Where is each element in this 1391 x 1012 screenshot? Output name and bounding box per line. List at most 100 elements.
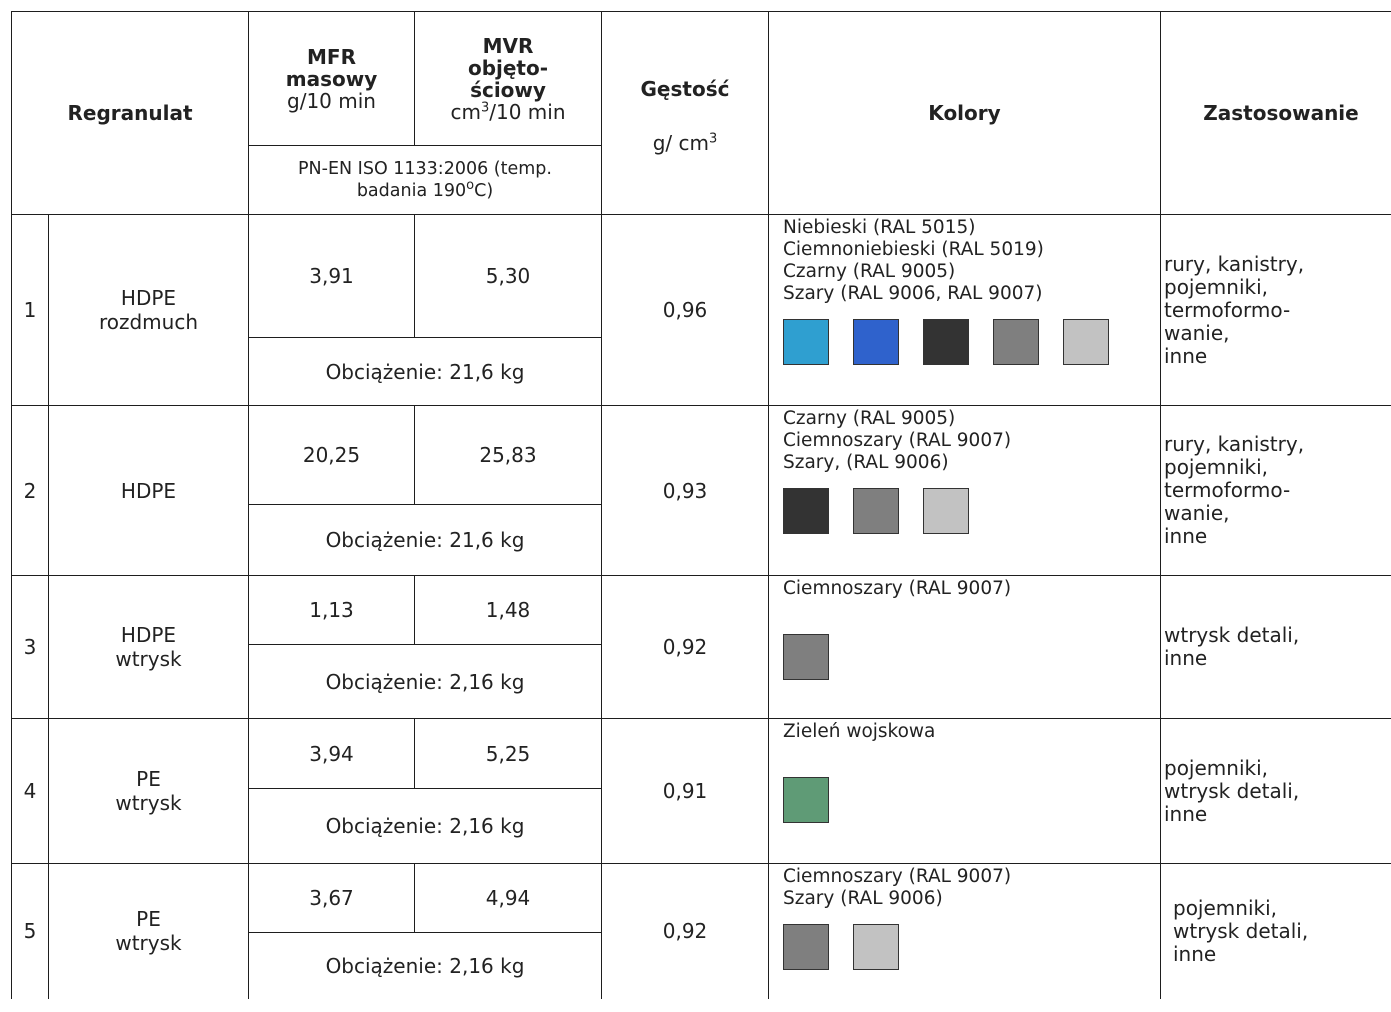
regranulat-name: HDPE wtrysk xyxy=(48,575,249,719)
usage-line: pojemniki, xyxy=(1164,274,1269,299)
color-swatch xyxy=(923,319,969,365)
regranulat-name-line-1: PE xyxy=(136,767,161,791)
usage-line: termoformo- xyxy=(1164,297,1291,322)
colors-cell: Niebieski (RAL 5015) Ciemnoniebieski (RAL… xyxy=(768,214,1161,406)
header-colors-label: Kolory xyxy=(928,101,1001,125)
color-name: Szary (RAL 9006, RAL 9007) xyxy=(783,283,1043,304)
load-value: Obciążenie: 21,6 kg xyxy=(248,337,602,406)
colors-cell: Ciemnoszary (RAL 9007) xyxy=(768,575,1161,719)
usage-cell: rury, kanistry, pojemniki, termoformo-wani… xyxy=(1160,214,1391,406)
header-row-top: Regranulat MFR masowy g/10 min MVR objęt… xyxy=(11,11,1391,215)
mvr-value: 5,30 xyxy=(414,214,602,338)
color-name: Zieleń wojskowa xyxy=(783,721,936,742)
usage-line: pojemniki, xyxy=(1173,895,1278,920)
standard-line-2-text: badania 190 xyxy=(356,181,467,201)
color-swatch xyxy=(853,924,899,970)
table-row: 2 HDPE 20,25 25,83 0,93 Czarny (RAL 9005) Ciem… xyxy=(11,405,1391,576)
regranulat-name-line-2: wtrysk xyxy=(115,647,182,671)
load-value: Obciążenie: 2,16 kg xyxy=(248,932,602,999)
standard-line-2-end: C) xyxy=(474,181,494,201)
row-number: 1 xyxy=(11,214,49,406)
header-mfr-unit: g/10 min xyxy=(287,88,376,113)
table-row-load: Obciążenie: 2,16 kg xyxy=(12,932,1391,999)
row-number: 3 xyxy=(11,575,49,719)
color-name: Ciemnoszary (RAL 9007) xyxy=(783,866,1012,887)
header-mfr-title-1: MFR xyxy=(307,44,356,69)
density-unit-sup: 3 xyxy=(709,131,718,147)
standard-line-1: PN-EN ISO 1133:2006 (temp. xyxy=(298,159,552,179)
row-number: 5 xyxy=(11,863,49,999)
color-name: Ciemnoniebieski (RAL 5019) xyxy=(783,239,1044,260)
header-mvr: MVR objęto- ściowy cm3/10 min xyxy=(414,11,602,146)
header-mfr-title-2: masowy xyxy=(285,66,378,91)
color-swatch xyxy=(783,634,829,680)
regranulat-name: PE wtrysk xyxy=(48,718,249,864)
header-mvr-title-1: MVR xyxy=(482,33,534,58)
standard-sup: o xyxy=(466,178,475,194)
color-name: Szary (RAL 9006) xyxy=(783,888,943,909)
header-mvr-title-2: objęto- xyxy=(467,55,549,80)
table-row: 5 PE wtrysk 3,67 4,94 0,92 Ciemnoszary (RAL 90… xyxy=(11,863,1391,999)
density-value: 0,91 xyxy=(601,718,769,864)
usage-line: wtrysk detali, xyxy=(1164,623,1300,647)
regranulat-name-line-1: HDPE xyxy=(120,478,177,503)
density-value: 0,92 xyxy=(601,863,769,999)
color-swatches xyxy=(783,488,1160,534)
color-swatch xyxy=(993,319,1039,365)
header-density: Gęstość g/ cm3 xyxy=(601,11,769,215)
color-name: Szary, (RAL 9006) xyxy=(783,452,949,473)
color-swatch xyxy=(783,777,829,823)
usage-line: rury, kanistry, xyxy=(1164,251,1305,276)
mvr-unit-prefix: cm xyxy=(450,99,481,124)
usage-line: inne xyxy=(1164,646,1208,670)
color-swatch xyxy=(783,924,829,970)
regranulat-name-line-1: HDPE xyxy=(120,623,177,647)
usage-line: inne xyxy=(1164,343,1208,368)
usage-cell: pojemniki, wtrysk detali, inne xyxy=(1160,718,1391,864)
table-row-load: Obciążenie: 2,16 kg xyxy=(12,644,1391,719)
mfr-value: 20,25 xyxy=(248,405,415,505)
row-number: 4 xyxy=(11,718,49,864)
density-unit-prefix: g/ cm xyxy=(652,131,709,155)
usage-line: wanie, xyxy=(1164,320,1230,345)
color-name: Czarny (RAL 9005) xyxy=(783,261,956,282)
color-swatch xyxy=(783,319,829,365)
color-name: Niebieski (RAL 5015) xyxy=(783,217,976,238)
standard-line-2: badania 190oC) xyxy=(250,178,601,202)
usage-line: pojemniki, xyxy=(1164,455,1269,479)
color-swatches xyxy=(783,319,1160,365)
color-swatch xyxy=(1063,319,1109,365)
load-value: Obciążenie: 2,16 kg xyxy=(248,788,602,864)
regranulat-name-line-2: wtrysk xyxy=(115,931,182,956)
mfr-value: 3,94 xyxy=(248,718,415,789)
regranulat-name: HDPE rozdmuch xyxy=(48,214,249,406)
usage-line: inne xyxy=(1164,801,1208,826)
header-row-standard: PN-EN ISO 1133:2006 (temp. badania 190oC… xyxy=(12,145,1391,215)
regranulat-name: PE wtrysk xyxy=(48,863,249,999)
colors-cell: Czarny (RAL 9005) Ciemnoszary (RAL 9007) S… xyxy=(768,405,1161,576)
header-regranulat: Regranulat xyxy=(11,11,249,215)
usage-cell: pojemniki, wtrysk detali, inne xyxy=(1160,863,1391,999)
regranulat-name-line-1: PE xyxy=(136,907,161,932)
header-standard: PN-EN ISO 1133:2006 (temp. badania 190oC… xyxy=(248,145,602,215)
mvr-unit-suffix: /10 min xyxy=(489,99,566,124)
table-row: 1 HDPE rozdmuch 3,91 5,30 0,96 Niebieski (RAL … xyxy=(11,214,1391,406)
density-value: 0,93 xyxy=(601,405,769,576)
mvr-value: 1,48 xyxy=(414,575,602,645)
usage-line: wtrysk detali, xyxy=(1164,778,1300,803)
load-value: Obciążenie: 2,16 kg xyxy=(248,644,602,719)
mfr-value: 1,13 xyxy=(248,575,415,645)
header-density-unit: g/ cm3 xyxy=(603,131,768,155)
load-value: Obciążenie: 21,6 kg xyxy=(248,504,602,576)
table-row-load: Obciążenie: 21,6 kg xyxy=(12,504,1391,576)
color-swatch xyxy=(853,488,899,534)
color-swatches xyxy=(783,777,1160,823)
header-density-title: Gęstość xyxy=(640,77,730,101)
mvr-value: 4,94 xyxy=(414,863,602,933)
usage-line: wtrysk detali, xyxy=(1173,918,1309,943)
regranulat-table: Regranulat MFR masowy g/10 min MVR objęt… xyxy=(11,11,1391,999)
color-swatch xyxy=(783,488,829,534)
mfr-value: 3,67 xyxy=(248,863,415,933)
header-usage: Zastosowanie xyxy=(1160,11,1391,215)
mvr-unit-sup: 3 xyxy=(480,99,490,115)
